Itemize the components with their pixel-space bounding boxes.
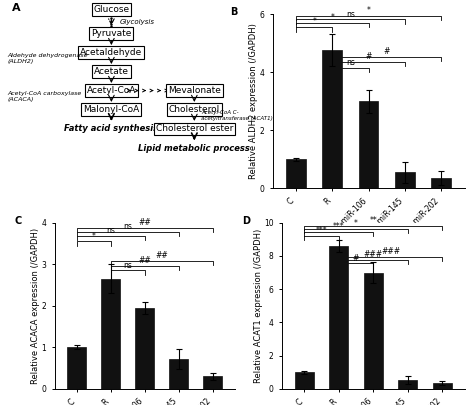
Text: ns: ns [346, 10, 355, 19]
Text: Glucose: Glucose [93, 5, 129, 14]
Bar [398, 379, 417, 389]
Text: ns: ns [123, 261, 132, 270]
Text: C: C [15, 216, 22, 226]
Text: ns: ns [346, 58, 355, 67]
Bar [358, 101, 379, 188]
Text: Aldehyde dehydrogenase
(ALDH2): Aldehyde dehydrogenase (ALDH2) [7, 53, 88, 64]
Bar [169, 359, 188, 389]
Text: *: * [366, 6, 371, 15]
Text: ##: ## [138, 218, 151, 227]
Bar [295, 372, 314, 389]
Text: ##: ## [138, 256, 151, 265]
Text: #: # [365, 52, 372, 61]
Text: Mevalonate: Mevalonate [168, 86, 221, 95]
Text: Cholesterol: Cholesterol [169, 105, 220, 114]
Bar [329, 246, 348, 389]
Text: *: * [330, 13, 334, 22]
Text: Acetyl-CoA carboxylase
(ACACA): Acetyl-CoA carboxylase (ACACA) [7, 91, 82, 102]
Text: Acetyl-CoA: Acetyl-CoA [87, 86, 136, 95]
Bar [433, 383, 452, 389]
Text: Fatty acid synthesis: Fatty acid synthesis [64, 124, 158, 133]
Text: *: * [354, 219, 358, 228]
Text: Malonyl-CoA: Malonyl-CoA [83, 105, 139, 114]
Y-axis label: Relative ALDH2 expression (/GAPDH): Relative ALDH2 expression (/GAPDH) [249, 23, 258, 179]
Text: Lipid metabolic process: Lipid metabolic process [138, 143, 250, 153]
Bar [101, 279, 120, 389]
Text: ***: *** [333, 222, 345, 231]
Bar [67, 347, 86, 389]
Text: *: * [312, 17, 316, 26]
Text: *: * [91, 232, 96, 241]
Bar [395, 173, 415, 188]
Bar [135, 308, 154, 389]
Text: ns: ns [106, 226, 115, 235]
Text: ###: ### [364, 250, 383, 259]
Text: (b): (b) [359, 257, 378, 267]
Text: Acetate: Acetate [94, 67, 129, 76]
Text: D: D [242, 216, 250, 226]
Y-axis label: Relative ACACA expression (/GAPDH): Relative ACACA expression (/GAPDH) [31, 228, 40, 384]
Text: Cholesterol ester: Cholesterol ester [155, 124, 233, 133]
Text: B: B [230, 7, 237, 17]
Bar [322, 51, 342, 188]
Text: Glycolysis: Glycolysis [119, 19, 155, 25]
Bar [203, 376, 222, 389]
Text: #: # [353, 254, 359, 262]
Bar [286, 159, 306, 188]
Bar [431, 178, 451, 188]
Text: ###: ### [381, 247, 400, 256]
Text: Acetaldehyde: Acetaldehyde [80, 48, 143, 57]
Text: Acetyl-CoA C-
acetyltransferase (ACAT1): Acetyl-CoA C- acetyltransferase (ACAT1) [201, 110, 273, 121]
Text: ns: ns [123, 222, 132, 231]
Y-axis label: Relative ACAT1 expression (/GAPDH): Relative ACAT1 expression (/GAPDH) [254, 229, 263, 383]
Text: ##: ## [155, 251, 168, 260]
Text: #: # [383, 47, 390, 56]
Text: Pyruvate: Pyruvate [91, 29, 132, 38]
Bar [364, 273, 383, 389]
Text: A: A [12, 3, 20, 13]
Text: **: ** [369, 216, 377, 225]
Text: ***: *** [316, 226, 328, 235]
